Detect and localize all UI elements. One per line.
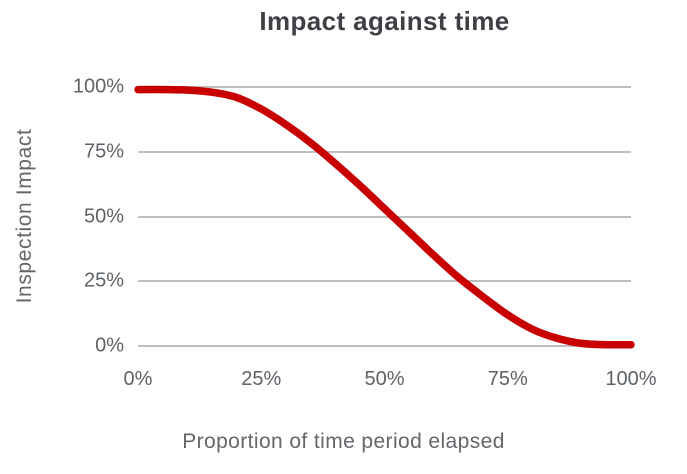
gridline — [138, 345, 631, 347]
gridline — [138, 150, 631, 153]
impact-curve — [134, 85, 635, 349]
x-tick-label: 0% — [123, 368, 153, 390]
gridline — [138, 86, 631, 88]
y-axis-tick-labels: 100% 75% 50% 25% 0% — [0, 76, 124, 357]
y-tick-label: 100% — [72, 75, 124, 98]
x-tick-label: 25% — [241, 368, 282, 390]
x-tick-label: 50% — [364, 368, 405, 390]
x-axis-tick-labels: 0% 25% 50% 75% 100% — [124, 368, 657, 394]
y-tick-label: 25% — [83, 269, 124, 292]
y-tick-label: 50% — [83, 205, 124, 227]
y-tick-label: 0% — [95, 334, 124, 357]
plot-area — [134, 85, 635, 349]
x-axis-title: Proportion of time period elapsed — [182, 430, 505, 453]
impact-curve-line — [134, 85, 635, 349]
chart-title: Impact against time — [259, 6, 510, 36]
x-tick-label: 75% — [487, 368, 528, 390]
x-tick-label: 100% — [605, 368, 657, 390]
gridline — [138, 280, 631, 283]
gridline — [138, 215, 631, 218]
y-tick-label: 75% — [83, 140, 124, 163]
